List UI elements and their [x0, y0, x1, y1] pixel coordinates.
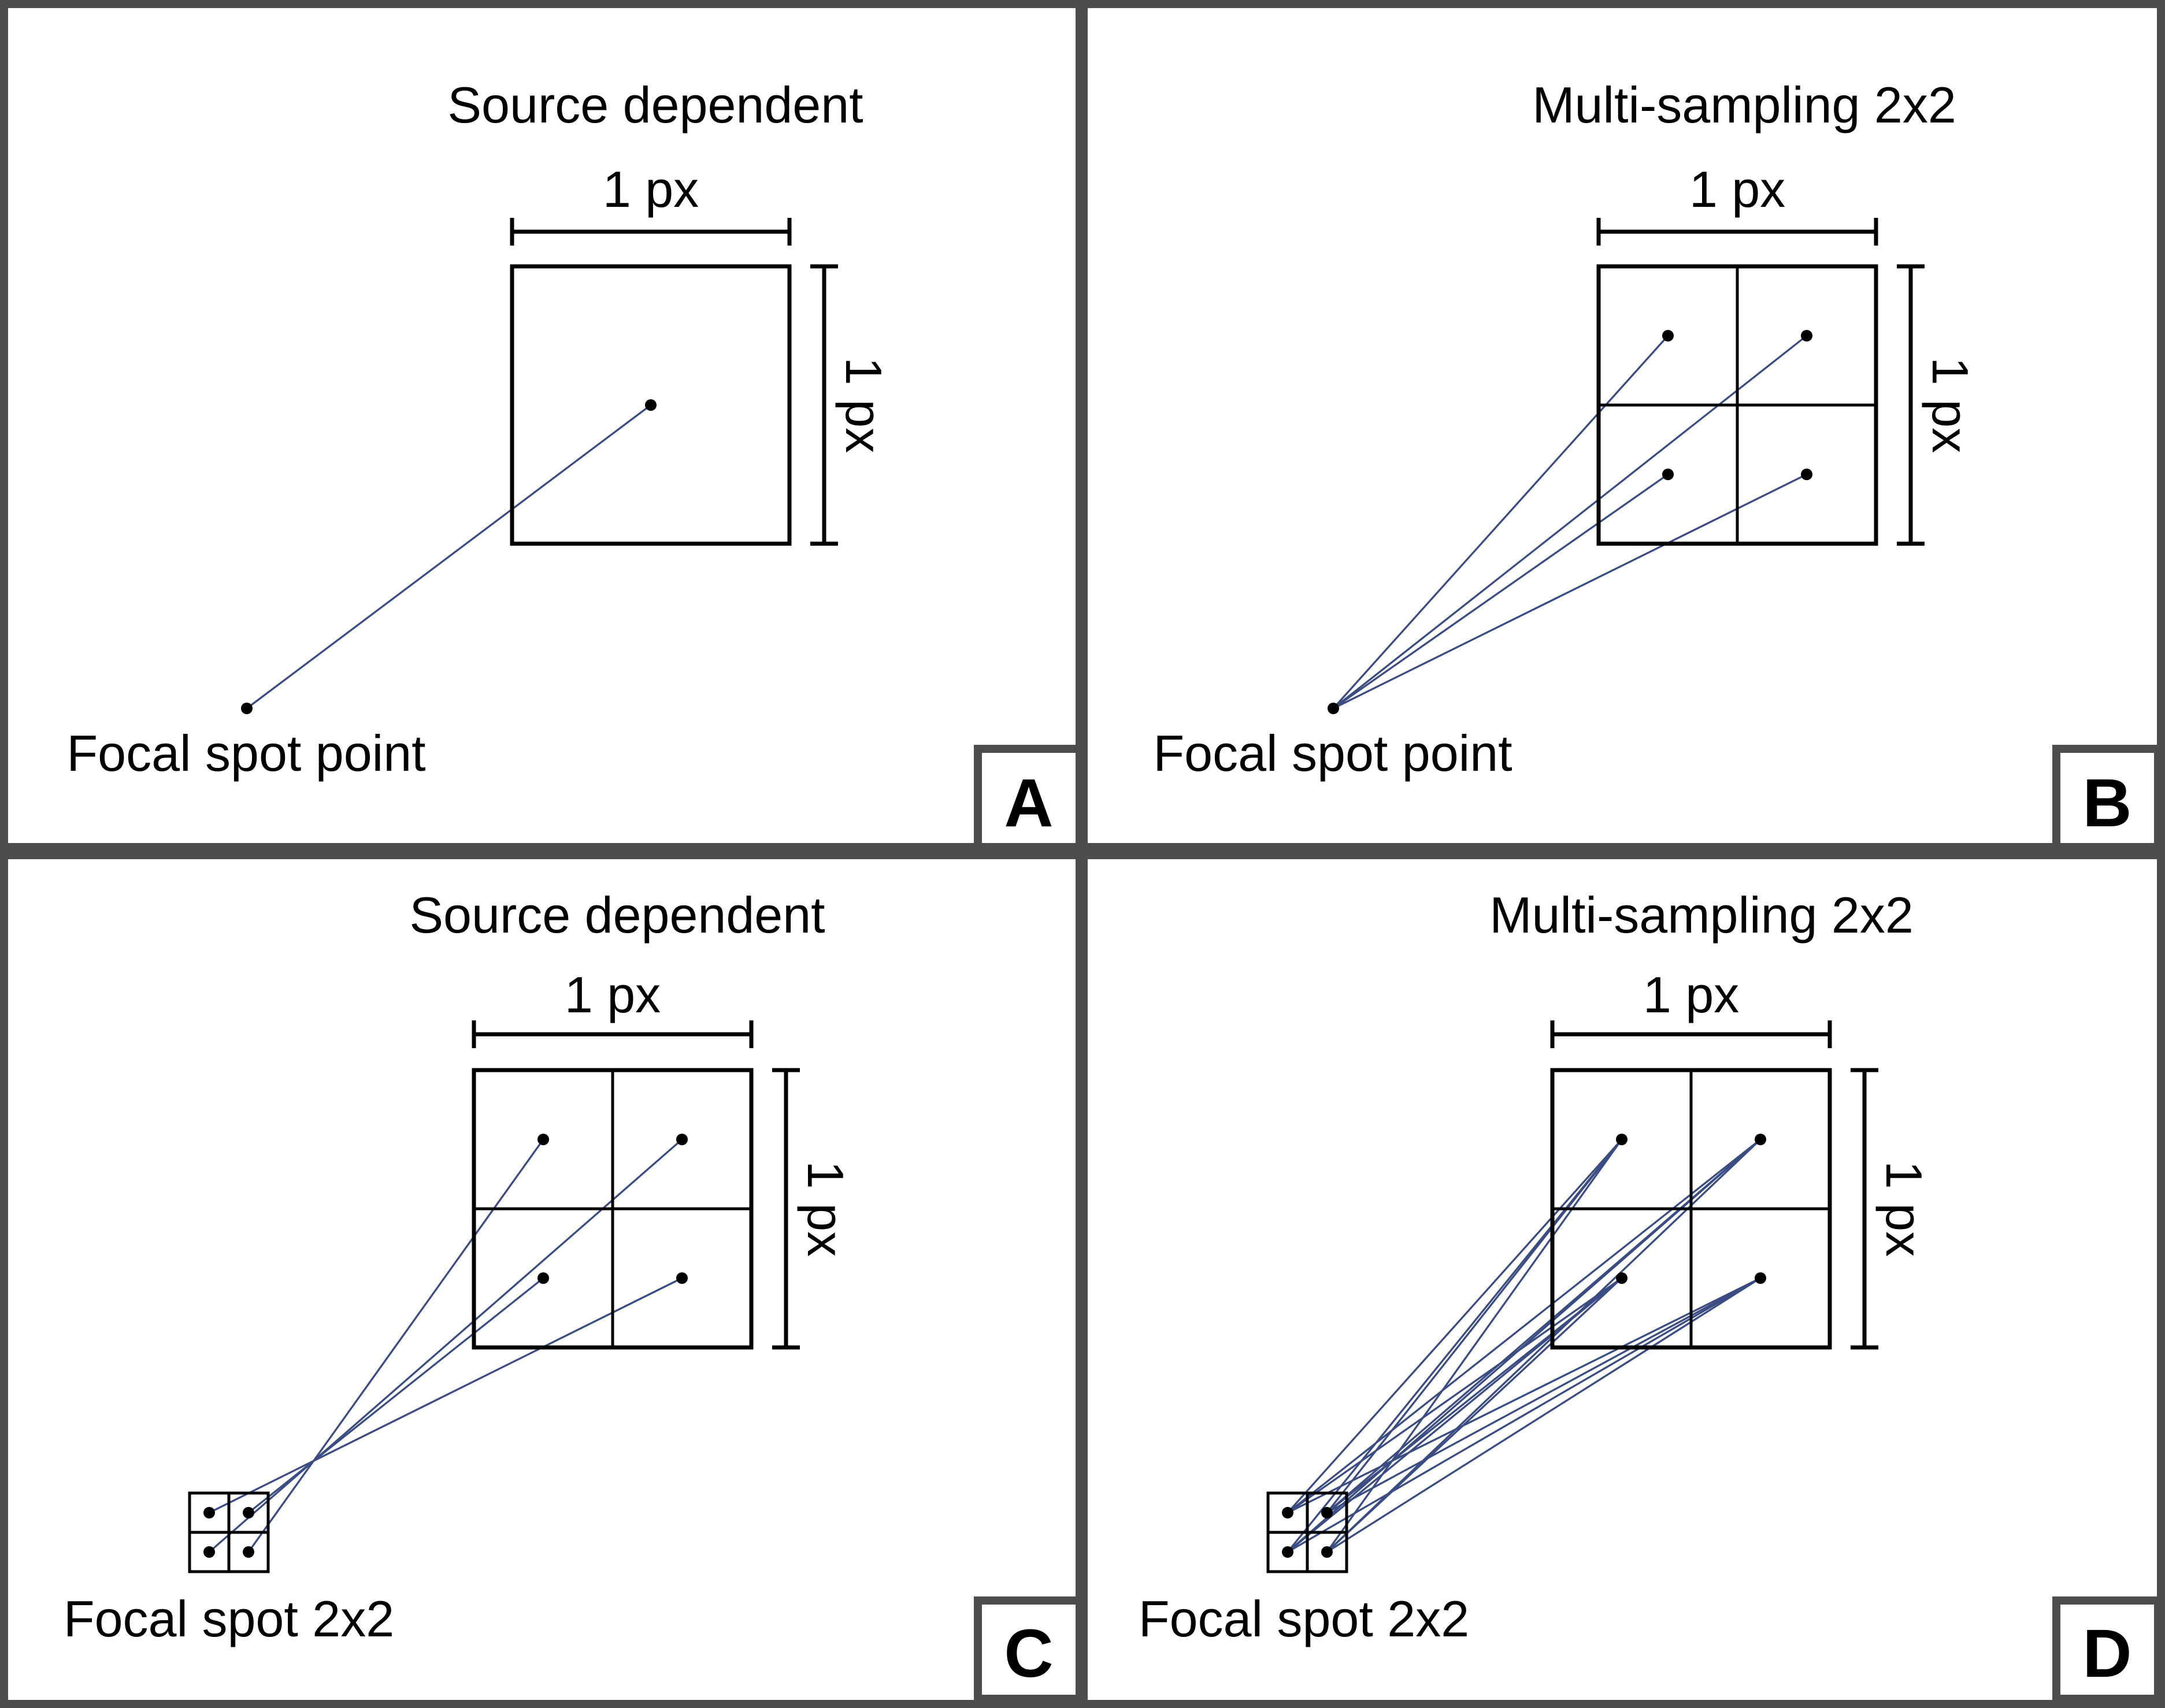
ray-d-4-3 — [1326, 1277, 1623, 1553]
width-dimension-a — [510, 218, 792, 246]
panel-letter-b: B — [2082, 765, 2131, 841]
ray-d-2-4 — [1326, 1277, 1761, 1514]
detector-sample-b-4 — [1801, 469, 1812, 480]
focal-spot-d-3 — [1282, 1546, 1293, 1558]
panel-title-a: Source dependent — [447, 76, 863, 133]
subpixel-grid-d — [1552, 1070, 1830, 1347]
focal-spot-subgrid-d — [1268, 1493, 1347, 1572]
focal-spot-c-2 — [243, 1507, 254, 1518]
ray-a-1 — [246, 404, 651, 710]
ray-c-1 — [209, 1277, 683, 1514]
detector-sample-c-2 — [676, 1134, 688, 1145]
detector-sample-c-4 — [676, 1272, 688, 1284]
ray-d-1-1 — [1287, 1138, 1623, 1514]
width-label-d: 1 px — [1643, 966, 1739, 1023]
height-dimension-d — [1851, 1068, 1878, 1350]
focal-spot-c-4 — [243, 1546, 254, 1558]
ray-d-1-3 — [1287, 1277, 1622, 1514]
height-dimension-c — [772, 1068, 800, 1350]
source-label-a: Focal spot point — [66, 725, 425, 782]
focal-spot-subgrid-c — [190, 1493, 268, 1572]
height-label-a: 1 px — [835, 357, 892, 453]
width-label-c: 1 px — [565, 966, 661, 1023]
height-dimension-a — [810, 264, 838, 546]
ray-b-3 — [1333, 473, 1669, 710]
frame-d — [1080, 851, 2165, 1708]
height-label-b: 1 px — [1922, 357, 1979, 453]
width-dimension-c — [472, 1020, 754, 1048]
detector-sample-c-3 — [537, 1272, 549, 1284]
focal-spot-d-4 — [1321, 1546, 1333, 1558]
detector-sample-d-2 — [1755, 1134, 1766, 1145]
width-dimension-d — [1550, 1020, 1832, 1048]
detector-sample-b-3 — [1662, 469, 1674, 480]
focal-spot-point-a — [241, 703, 253, 714]
detector-sample-d-1 — [1616, 1134, 1628, 1145]
focal-spot-c-3 — [203, 1546, 215, 1558]
detector-sample-c-1 — [537, 1134, 549, 1145]
ray-c-2 — [247, 1277, 544, 1514]
pixel-box-a — [510, 264, 792, 546]
ray-d-4-4 — [1326, 1277, 1761, 1553]
subpixel-grid-b — [1599, 266, 1876, 544]
detector-sample-b-2 — [1801, 330, 1812, 341]
ray-d-3-4 — [1287, 1277, 1761, 1553]
subpixel-grid-c — [474, 1070, 751, 1347]
panel-title-c: Source dependent — [409, 886, 825, 944]
panel-c: Source dependent 1 px 1 px Focal spot 2x… — [64, 886, 1084, 1703]
focal-spot-d-1 — [1282, 1507, 1293, 1518]
width-label-b: 1 px — [1689, 161, 1785, 218]
ray-b-4 — [1333, 473, 1807, 710]
ray-d-1-4 — [1287, 1277, 1761, 1514]
ray-b-2 — [1332, 335, 1808, 710]
height-dimension-b — [1897, 264, 1925, 546]
detector-sample-a-1 — [645, 399, 657, 411]
focal-spot-c-1 — [203, 1507, 215, 1518]
rays-a — [246, 404, 651, 710]
ray-b-1 — [1332, 335, 1669, 710]
source-label-c: Focal spot 2x2 — [64, 1590, 394, 1647]
panel-b: Multi-sampling 2x2 1 px 1 px Focal spot … — [1153, 76, 2162, 851]
panel-letter-d: D — [2082, 1616, 2131, 1692]
width-label-a: 1 px — [603, 161, 699, 218]
rays-b — [1332, 335, 1808, 710]
panel-title-b: Multi-sampling 2x2 — [1532, 76, 1956, 133]
focal-spot-point-b — [1328, 703, 1339, 714]
source-label-b: Focal spot point — [1153, 725, 1512, 782]
width-dimension-b — [1596, 218, 1878, 246]
focal-spot-d-2 — [1321, 1507, 1333, 1518]
panel-title-d: Multi-sampling 2x2 — [1489, 886, 1914, 944]
panel-a: Source dependent 1 px 1 px Focal spot po… — [66, 76, 1084, 851]
panel-letter-c: C — [1004, 1616, 1053, 1692]
frame-b — [1080, 0, 2165, 851]
source-label-d: Focal spot 2x2 — [1139, 1590, 1469, 1647]
detector-sample-d-4 — [1755, 1272, 1766, 1284]
panel-d: Multi-sampling 2x2 1 px 1 px Focal spot … — [1139, 886, 2162, 1703]
ray-d-2-1 — [1326, 1138, 1623, 1514]
panel-letter-a: A — [1004, 765, 1053, 841]
height-label-c: 1 px — [797, 1161, 854, 1257]
ray-d-1-2 — [1287, 1138, 1762, 1514]
detector-sample-d-3 — [1616, 1272, 1628, 1284]
height-label-d: 1 px — [1875, 1161, 1933, 1257]
detector-sample-b-1 — [1662, 330, 1674, 341]
